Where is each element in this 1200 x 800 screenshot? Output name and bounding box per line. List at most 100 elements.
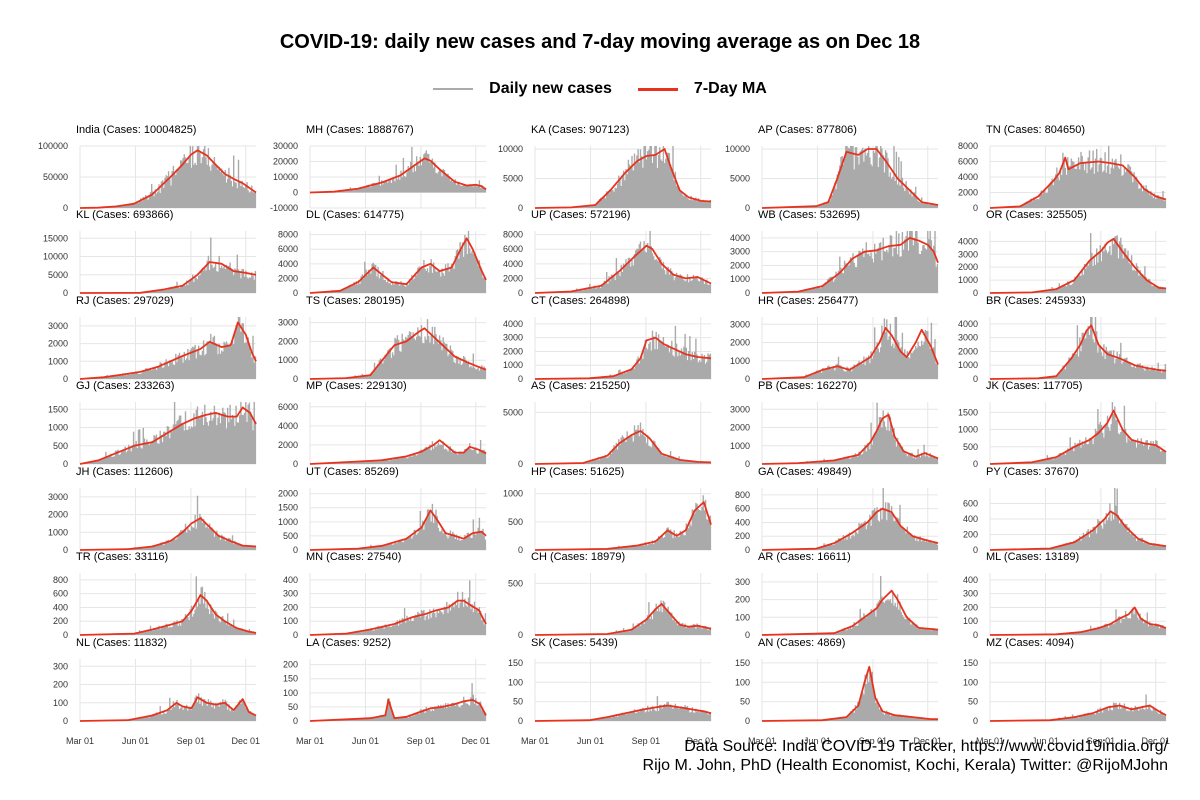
panel-title: AR (Cases: 16611): [758, 551, 851, 563]
y-tick-label: 0: [518, 545, 523, 555]
y-tick-label: 2000: [730, 423, 750, 433]
y-tick-label: 0: [293, 630, 298, 640]
y-tick-label: 0: [518, 374, 523, 384]
panel-or: OR (Cases: 325505) 0 1000 2000 3000 4000: [958, 209, 1167, 298]
y-tick-label: 100: [735, 612, 750, 622]
y-tick-label: 2000: [503, 346, 523, 356]
y-tick-label: 800: [735, 490, 750, 500]
y-tick-label: 0: [745, 716, 750, 726]
y-tick-label: 200: [53, 680, 68, 690]
y-tick-label: 0: [973, 459, 978, 469]
y-tick-label: 50: [968, 697, 978, 707]
moving-average-line: [989, 409, 1167, 465]
y-tick-label: 0: [973, 288, 978, 298]
panel-ut: UT (Cases: 85269) 0 500 1000 1500 2000: [278, 466, 487, 555]
y-tick-label: 500: [963, 442, 978, 452]
y-tick-label: 400: [735, 517, 750, 527]
y-tick-label: 50: [740, 697, 750, 707]
y-tick-label: 2000: [503, 273, 523, 283]
y-tick-label: 0: [745, 374, 750, 384]
panel-title: HP (Cases: 51625): [531, 466, 624, 478]
x-tick-label: Mar 01: [296, 736, 324, 746]
daily-cases-bars: [539, 325, 712, 379]
moving-average-line: [309, 439, 487, 465]
y-tick-label: 0: [745, 630, 750, 640]
moving-average-line: [534, 430, 712, 465]
daily-cases-bars: [311, 319, 487, 379]
y-tick-label: 4000: [503, 259, 523, 269]
y-tick-label: 8000: [278, 230, 298, 240]
panel-title: DL (Cases: 614775): [306, 209, 404, 221]
y-tick-label: 5000: [48, 270, 68, 280]
y-tick-label: 0: [745, 288, 750, 298]
y-tick-label: 200: [53, 616, 68, 626]
y-tick-label: 400: [963, 514, 978, 524]
moving-average-line: [534, 244, 712, 294]
y-tick-label: 500: [283, 531, 298, 541]
panel-mn: MN (Cases: 27540) 0 100 200 300 400: [283, 551, 487, 640]
moving-average-line: [989, 324, 1167, 380]
panel-ch: CH (Cases: 18979) 0 500: [508, 551, 712, 640]
panel-title: OR (Cases: 325505): [986, 209, 1087, 221]
panel-ap: AP (Cases: 877806) 0 5000 10000: [725, 124, 939, 213]
y-tick-label: 100: [963, 677, 978, 687]
y-tick-label: 1500: [278, 503, 298, 513]
y-tick-label: 4000: [958, 236, 978, 246]
x-tick-label: Dec 01: [231, 736, 260, 746]
source-note: Data Source: India COVID-19 Tracker, htt…: [643, 737, 1168, 775]
y-tick-label: 100: [283, 688, 298, 698]
panel-an: AN (Cases: 4869) 0 50 100 150 Mar 01 Jun 01 Sep…: [735, 637, 942, 746]
x-tick-label: Sep 01: [1087, 736, 1116, 746]
source-line-1: Data Source: India COVID-19 Tracker, htt…: [684, 738, 1168, 755]
panel-pb: PB (Cases: 162270) 0 1000 2000 3000: [730, 380, 939, 469]
y-tick-label: 4000: [278, 421, 298, 431]
source-line-2: Rijo M. John, PhD (Health Economist, Koc…: [642, 757, 1168, 774]
panel-ct: CT (Cases: 264898) 0 1000 2000 3000 4000: [503, 295, 712, 384]
y-tick-label: 1000: [48, 423, 68, 433]
x-tick-label: Dec 01: [461, 736, 490, 746]
y-tick-label: 1500: [958, 407, 978, 417]
panel-title: AS (Cases: 215250): [531, 380, 630, 392]
daily-cases-bars: [94, 237, 257, 293]
panel-br: BR (Cases: 245933) 0 1000 2000 3000 4000: [958, 295, 1167, 384]
moving-average-line: [761, 665, 938, 722]
moving-average-line: [79, 594, 257, 636]
panel-mp: MP (Cases: 229130) 0 2000 4000 6000: [278, 380, 487, 469]
legend-item-daily: Daily new cases: [433, 80, 612, 98]
y-tick-label: 0: [63, 374, 68, 384]
y-tick-label: 50: [513, 697, 523, 707]
panel-title: HR (Cases: 256477): [758, 295, 858, 307]
y-tick-label: 300: [283, 589, 298, 599]
y-tick-label: 150: [283, 674, 298, 684]
y-tick-label: 2000: [278, 489, 298, 499]
y-tick-label: 10000: [43, 252, 68, 262]
moving-average-line: [534, 501, 712, 551]
panel-title: UT (Cases: 85269): [306, 466, 399, 478]
y-tick-label: 0: [63, 203, 68, 213]
y-tick-label: 50000: [43, 172, 68, 182]
panel-india: India (Cases: 10004825) 0 50000 100000: [38, 124, 257, 213]
y-tick-label: 3000: [48, 492, 68, 502]
y-tick-label: 150: [735, 658, 750, 668]
y-tick-label: 0: [293, 374, 298, 384]
daily-cases-bars: [536, 231, 712, 293]
legend-label-daily: Daily new cases: [489, 80, 612, 97]
y-tick-label: 100: [508, 677, 523, 687]
panel-title: TN (Cases: 804650): [986, 124, 1085, 136]
y-tick-label: 15000: [43, 233, 68, 243]
y-tick-label: 6000: [278, 402, 298, 412]
x-tick-label: Sep 01: [407, 736, 436, 746]
panel-wb: WB (Cases: 532695) 0 1000 2000 3000 4000: [730, 209, 939, 298]
daily-cases-bars: [537, 422, 712, 464]
daily-cases-bars: [538, 495, 712, 550]
y-tick-label: 10000: [725, 144, 750, 154]
daily-cases-bars: [538, 600, 712, 635]
y-tick-label: 100: [735, 677, 750, 687]
y-tick-label: 0: [518, 459, 523, 469]
y-tick-label: 500: [508, 517, 523, 527]
moving-average-line: [309, 509, 487, 551]
panel-title: AN (Cases: 4869): [758, 637, 845, 649]
panel-title: UP (Cases: 572196): [531, 209, 630, 221]
moving-average-line: [989, 156, 1167, 209]
